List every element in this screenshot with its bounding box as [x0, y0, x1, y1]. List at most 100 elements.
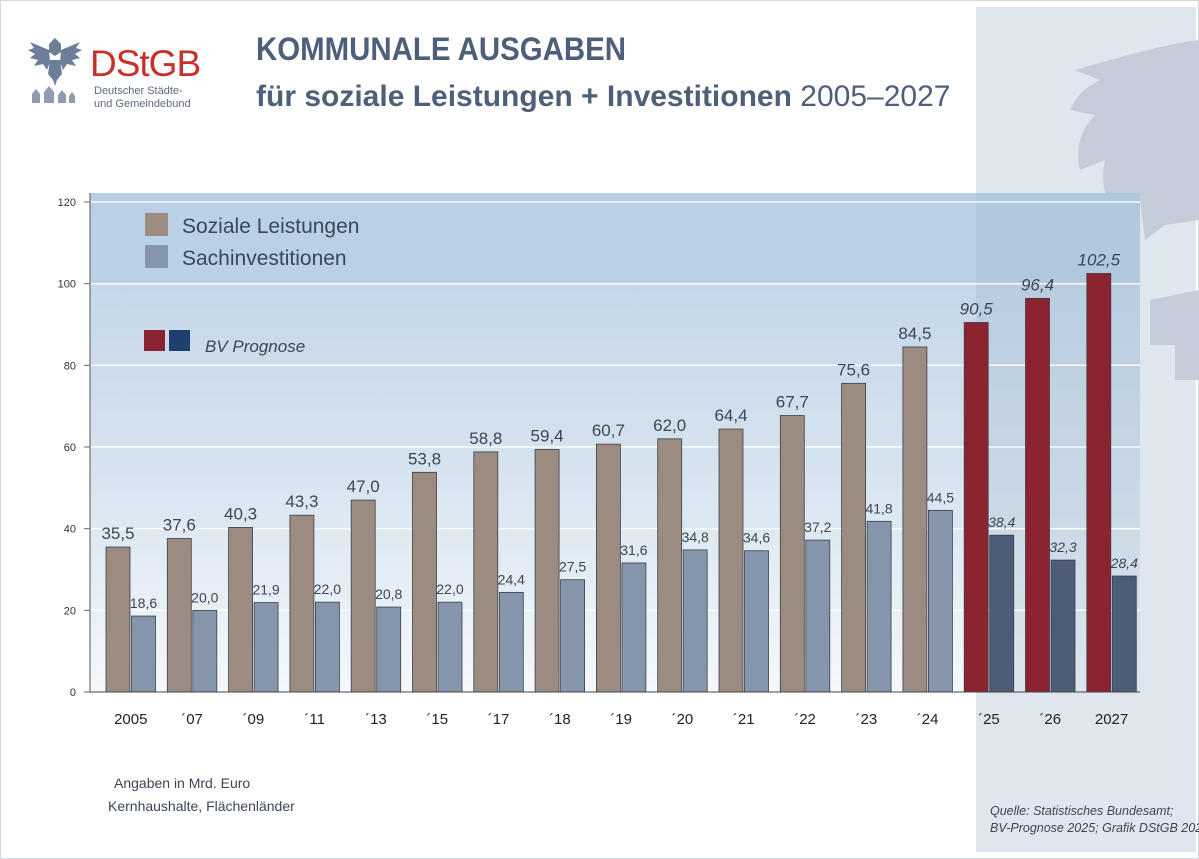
- bar-invest-0: [131, 615, 156, 693]
- x-tick-label: ´24: [917, 711, 939, 728]
- houses-icon: [32, 86, 75, 103]
- label-invest-0: 18,6: [130, 595, 157, 611]
- x-axis: 2005 ´07 ´09 ´11 ´13 ´15 ´17 ´18 ´19 ´20 ´21 ´22 ´23…: [90, 691, 1140, 728]
- label-social-5: 53,8: [408, 449, 441, 468]
- source-note-line1: Quelle: Statistisches Bundesamt;: [990, 804, 1174, 818]
- bar-invest-1: [192, 609, 218, 693]
- label-social-4: 47,0: [347, 477, 380, 496]
- bar-invest-3: [314, 601, 340, 693]
- x-tick-label: ´25: [978, 711, 1000, 728]
- label-social-3: 43,3: [285, 492, 318, 511]
- page-title: KOMMUNALE AUSGABEN: [256, 31, 626, 67]
- label-invest-2: 21,9: [252, 582, 279, 598]
- bar-invest-5: [437, 601, 463, 693]
- label-social-10: 64,4: [714, 406, 747, 425]
- x-tick-label: ´18: [549, 711, 571, 728]
- y-tick-label: 80: [64, 360, 76, 372]
- eagle-watermark-icon: [1070, 40, 1199, 380]
- legend-swatch-forecast-invest: [169, 330, 190, 351]
- bar-social-7: [534, 449, 560, 693]
- label-social-2: 40,3: [224, 504, 257, 523]
- label-social-7: 59,4: [531, 426, 564, 445]
- label-social-0: 35,5: [101, 524, 134, 543]
- bars: 35,5 18,6 37,6 20,0 40,3 21,9 43,3 22,0 47,0 20,8…: [101, 250, 1138, 693]
- legend-swatch-social: [145, 213, 168, 236]
- label-invest-1: 20,0: [191, 589, 218, 605]
- y-tick-label: 100: [58, 279, 76, 291]
- bar-social-16: [1086, 273, 1112, 693]
- bar-invest-9: [682, 549, 708, 693]
- bar-social-2: [228, 527, 254, 693]
- legend-label-invest: Sachinvestitionen: [182, 247, 347, 270]
- x-tick-label: ´13: [365, 711, 387, 728]
- label-social-1: 37,6: [163, 515, 196, 534]
- x-tick-label: ´15: [426, 711, 448, 728]
- y-tick-label: 0: [70, 687, 76, 699]
- label-invest-6: 24,4: [498, 571, 525, 587]
- bar-social-10: [718, 428, 744, 693]
- bar-social-11: [779, 415, 805, 693]
- label-social-11: 67,7: [776, 393, 809, 412]
- bar-social-4: [350, 499, 376, 693]
- bar-social-0: [105, 546, 131, 693]
- label-invest-8: 31,6: [620, 542, 647, 558]
- bar-social-14: [963, 322, 989, 693]
- logo-subtitle-line1: Deutscher Städte-: [94, 85, 183, 97]
- eagle-logo-icon: [28, 38, 82, 86]
- label-invest-7: 27,5: [559, 559, 586, 575]
- bar-invest-8: [621, 562, 647, 693]
- bar-social-1: [166, 538, 192, 693]
- label-invest-15: 32,3: [1049, 539, 1076, 555]
- label-invest-11: 37,2: [804, 519, 831, 535]
- legend-band: [90, 193, 1140, 283]
- bar-social-12: [841, 382, 866, 693]
- label-invest-16: 28,4: [1110, 555, 1138, 571]
- logo-text: DStGB: [90, 43, 200, 84]
- bar-social-6: [473, 451, 499, 693]
- bar-social-13: [902, 346, 928, 693]
- y-tick-label: 60: [64, 442, 76, 454]
- subtitle-years: 2005–2027: [800, 80, 950, 113]
- legend-swatch-invest: [145, 245, 168, 268]
- legend-swatch-forecast-social: [144, 330, 165, 351]
- y-tick-label: 20: [64, 605, 76, 617]
- bar-invest-12: [866, 520, 892, 693]
- label-invest-4: 20,8: [375, 586, 402, 602]
- label-social-12: 75,6: [837, 360, 870, 379]
- label-invest-13: 44,5: [927, 489, 954, 505]
- label-social-15: 96,4: [1021, 275, 1054, 294]
- label-social-9: 62,0: [653, 416, 686, 435]
- x-tick-label: ´07: [181, 711, 203, 728]
- label-social-13: 84,5: [898, 324, 931, 343]
- x-tick-label: ´20: [672, 711, 694, 728]
- unit-note: Angaben in Mrd. Euro: [114, 775, 250, 791]
- page-subtitle: für soziale Leistungen + Investitionen 2…: [256, 80, 950, 113]
- bar-social-15: [1025, 297, 1050, 693]
- subtitle-main: für soziale Leistungen + Investitionen: [256, 80, 792, 113]
- bar-social-5: [412, 471, 437, 693]
- bar-invest-16: [1111, 575, 1137, 693]
- bar-social-8: [596, 443, 621, 693]
- label-social-16: 102,5: [1078, 250, 1121, 269]
- label-social-6: 58,8: [469, 429, 502, 448]
- x-tick-label: ´22: [794, 711, 816, 728]
- bar-invest-15: [1050, 559, 1076, 693]
- label-invest-12: 41,8: [865, 500, 892, 516]
- label-invest-14: 38,4: [988, 514, 1015, 530]
- label-invest-9: 34,8: [682, 529, 709, 545]
- x-tick-label: ´21: [733, 711, 755, 728]
- label-invest-10: 34,6: [743, 530, 770, 546]
- x-tick-label: ´17: [488, 711, 510, 728]
- scope-note: Kernhaushalte, Flächenländer: [108, 798, 295, 814]
- bar-invest-7: [560, 579, 585, 693]
- x-tick-label: 2027: [1095, 711, 1128, 728]
- label-invest-3: 22,0: [314, 581, 341, 597]
- bar-invest-10: [744, 550, 769, 693]
- x-tick-label: ´26: [1039, 711, 1061, 728]
- logo-subtitle-line2: und Gemeindebund: [94, 98, 191, 110]
- legend-label-forecast: BV Prognose: [205, 337, 305, 356]
- bar-social-3: [289, 514, 315, 693]
- bar-invest-2: [253, 602, 279, 693]
- label-invest-5: 22,0: [436, 581, 463, 597]
